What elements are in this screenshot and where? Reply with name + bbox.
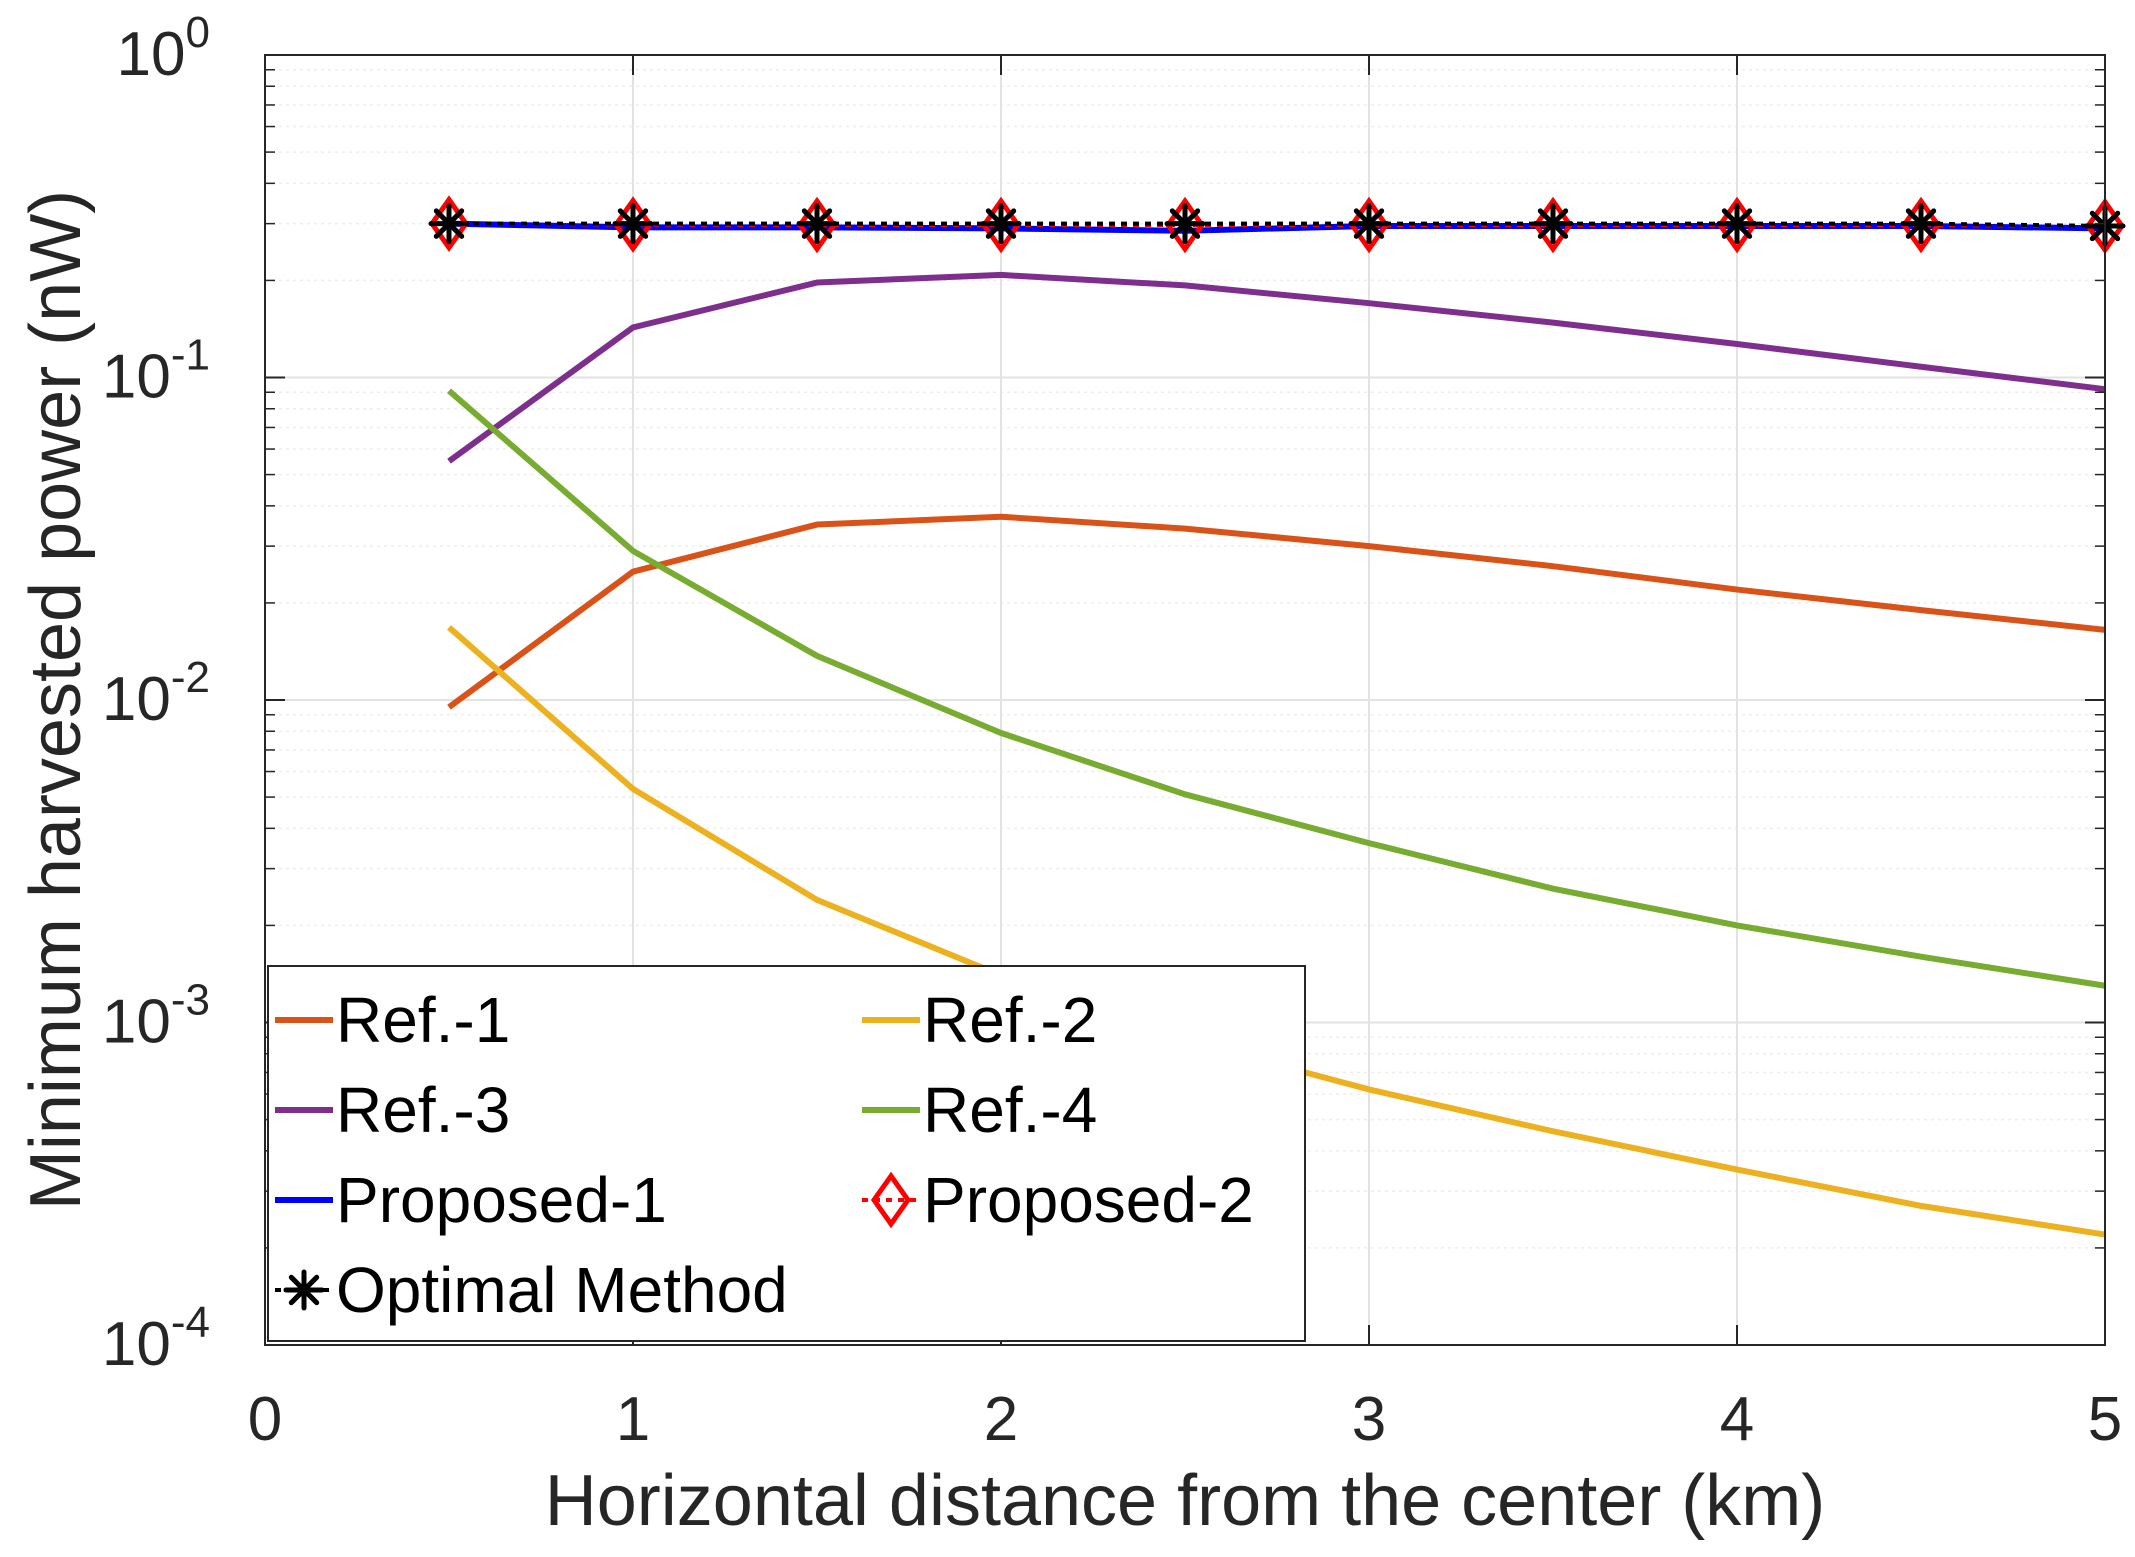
asterisk-marker [1716,203,1758,245]
legend-label: Proposed-2 [923,1164,1254,1236]
diamond-marker [1348,196,1390,254]
diamond-marker [612,196,654,253]
series-ref-1 [447,513,2106,710]
asterisk-stroke [617,208,649,239]
legend-label: Ref.-3 [336,1074,510,1146]
legend-item: Ref.-1 [275,984,510,1056]
asterisk-marker [1900,203,1942,245]
x-tick-label: 2 [984,1385,1018,1454]
legend-asterisk-marker [283,1269,325,1311]
asterisk-stroke [985,208,1017,239]
series-line [447,388,2106,989]
legend-item: Ref.-2 [862,984,1097,1056]
legend: Ref.-1 Ref.-2 Ref.-3 Ref.-4 Proposed-1 Propos… [267,965,1306,1342]
asterisk-marker [980,203,1022,245]
asterisk-stroke [433,208,465,239]
x-axis-title: Horizontal distance from the center (km) [545,1461,1825,1541]
y-tick-label: 100 [117,8,210,89]
legend-item: Proposed-1 [275,1164,667,1236]
y-axis-title: Minimum harvested power (nW) [16,190,96,1210]
legend-item: Ref.-3 [275,1074,510,1146]
series-ref-3 [447,271,2106,464]
legend-label: Proposed-1 [336,1164,667,1236]
y-tick-label: 10-2 [102,653,210,734]
legend-item: Optimal Method [275,1254,788,1326]
axis-ticks [264,54,2106,1346]
x-tick-label: 3 [1352,1385,1386,1454]
asterisk-stroke [288,1274,320,1306]
asterisk-marker [1532,203,1574,245]
asterisk-marker [612,203,654,245]
legend-label: Ref.-4 [923,1074,1097,1146]
asterisk-marker [1348,203,1390,245]
legend-item: Ref.-4 [862,1074,1097,1146]
asterisk-stroke [1905,208,1937,239]
y-tick-label: 10-3 [102,976,210,1057]
series-lines [428,195,2126,1238]
asterisk-stroke [801,208,833,239]
asterisk-stroke [1537,208,1569,239]
series-line [447,513,2106,710]
legend-label: Ref.-2 [923,984,1097,1056]
asterisk-marker [1164,203,1206,245]
legend-diamond-marker [870,1171,912,1229]
diamond-marker [796,196,838,254]
y-tick-label: 10-4 [102,1298,210,1379]
x-tick-label: 1 [616,1385,650,1454]
series-line [449,221,2106,228]
diamond-marker [1532,196,1574,254]
asterisk-stroke [1721,208,1753,239]
legend-label: Ref.-1 [336,984,510,1056]
diamond-marker [1900,196,1942,254]
legend-box [267,965,1306,1342]
asterisk-marker [428,203,470,245]
asterisk-stroke [1169,208,1201,239]
diamond-marker [1716,196,1758,254]
diamond-marker [1164,196,1206,254]
series-ref-4 [447,388,2106,989]
asterisk-marker [796,203,838,245]
x-tick-label: 4 [1720,1385,1754,1454]
x-tick-labels: 0 1 2 3 4 5 [248,1385,2122,1454]
legend-item: Proposed-2 [862,1164,1254,1236]
legend-label: Optimal Method [336,1254,788,1326]
y-tick-labels: 100 10-1 10-2 10-3 10-4 [102,8,210,1379]
asterisk-stroke [1353,208,1385,239]
series-line [447,271,2106,464]
y-tick-label: 10-1 [102,331,210,412]
x-tick-label: 5 [2088,1385,2122,1454]
diamond-marker [980,196,1022,254]
x-tick-label: 0 [248,1385,282,1454]
